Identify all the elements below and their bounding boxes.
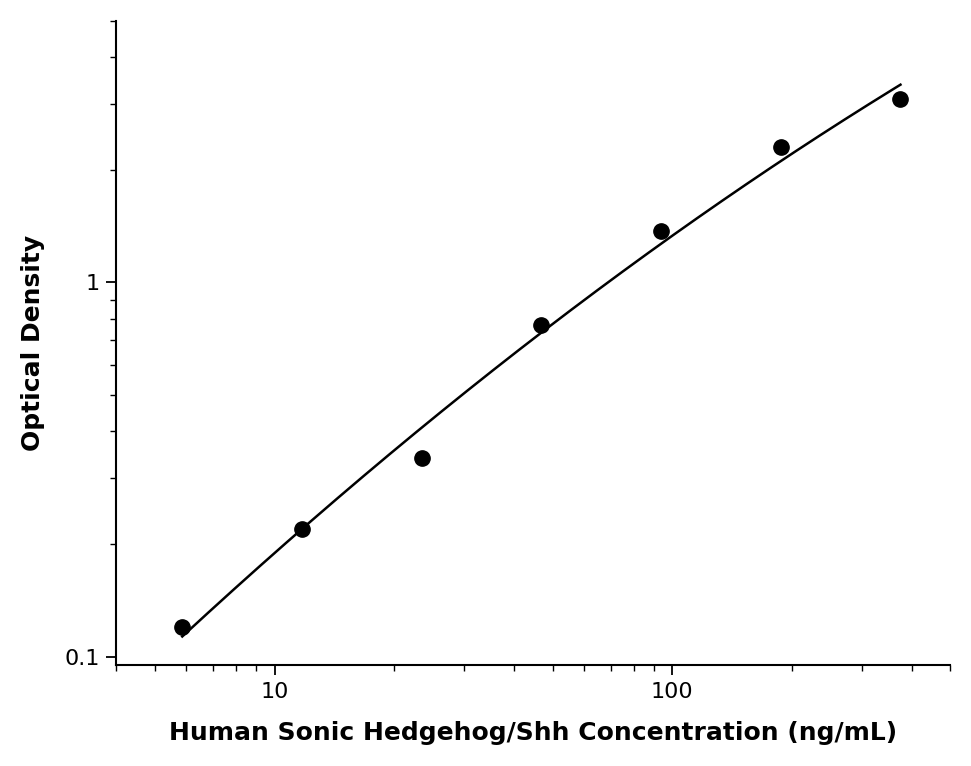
Point <box>534 319 550 331</box>
Point <box>892 93 908 105</box>
Point <box>175 621 190 633</box>
Y-axis label: Optical Density: Optical Density <box>20 235 45 451</box>
X-axis label: Human Sonic Hedgehog/Shh Concentration (ng/mL): Human Sonic Hedgehog/Shh Concentration (… <box>169 721 897 745</box>
Point <box>653 225 669 237</box>
Point <box>773 141 788 153</box>
Point <box>294 522 310 535</box>
Point <box>414 452 429 464</box>
